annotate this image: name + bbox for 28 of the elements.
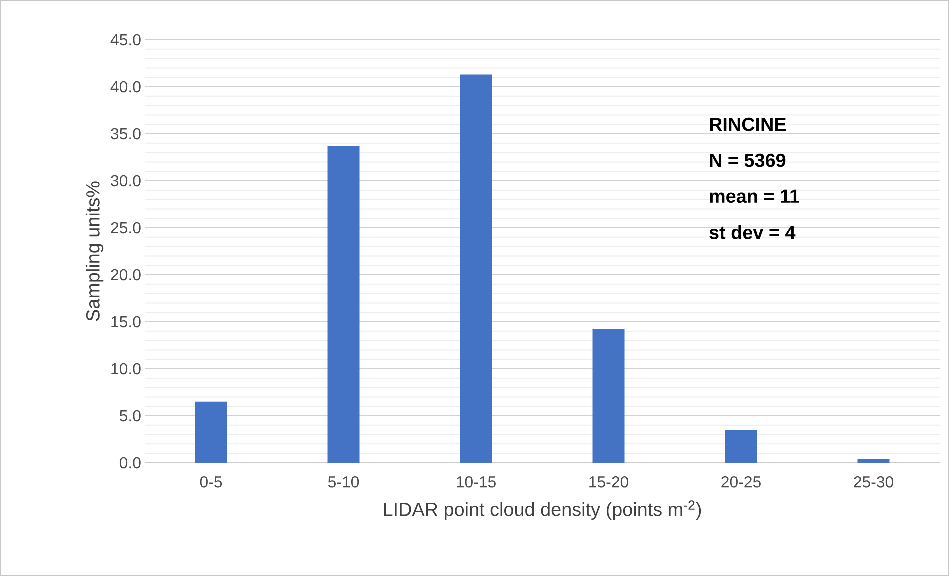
bar [725, 430, 758, 463]
y-axis-title: Sampling units% [86, 182, 104, 322]
y-tick-label: 15.0 [112, 316, 141, 328]
x-tick-label: 25-30 [854, 476, 894, 488]
y-tick-label: 10.0 [112, 363, 141, 375]
y-tick-label: 45.0 [110, 34, 141, 46]
x-tick-label: 10-15 [457, 476, 496, 488]
bar [592, 330, 625, 463]
y-tick-label: 0.0 [120, 457, 141, 469]
y-tick-label: 20.0 [111, 269, 141, 281]
y-tick-label: 40.0 [110, 81, 141, 93]
x-tick-label: 5-10 [328, 476, 360, 488]
x-axis-title: LIDAR point cloud density (points m$^{-2}$) [384, 500, 702, 520]
bar [460, 74, 492, 463]
y-tick-label: 35.0 [111, 128, 141, 140]
y-tick-label: 30.0 [111, 175, 141, 187]
annotation: N = 5369 [710, 154, 786, 168]
y-tick-label: 25.0 [111, 222, 141, 234]
bar [328, 146, 360, 463]
x-tick-label: 0-5 [200, 476, 222, 488]
bar [195, 402, 228, 463]
bar [858, 459, 890, 463]
annotation: mean = 11 [710, 190, 800, 204]
y-tick-label: 5.0 [120, 410, 141, 422]
annotation: RINCINE [710, 118, 786, 132]
annotation: st dev = 4 [710, 226, 796, 240]
x-tick-label: 20-25 [722, 476, 761, 488]
x-tick-label: 15-20 [590, 476, 628, 488]
